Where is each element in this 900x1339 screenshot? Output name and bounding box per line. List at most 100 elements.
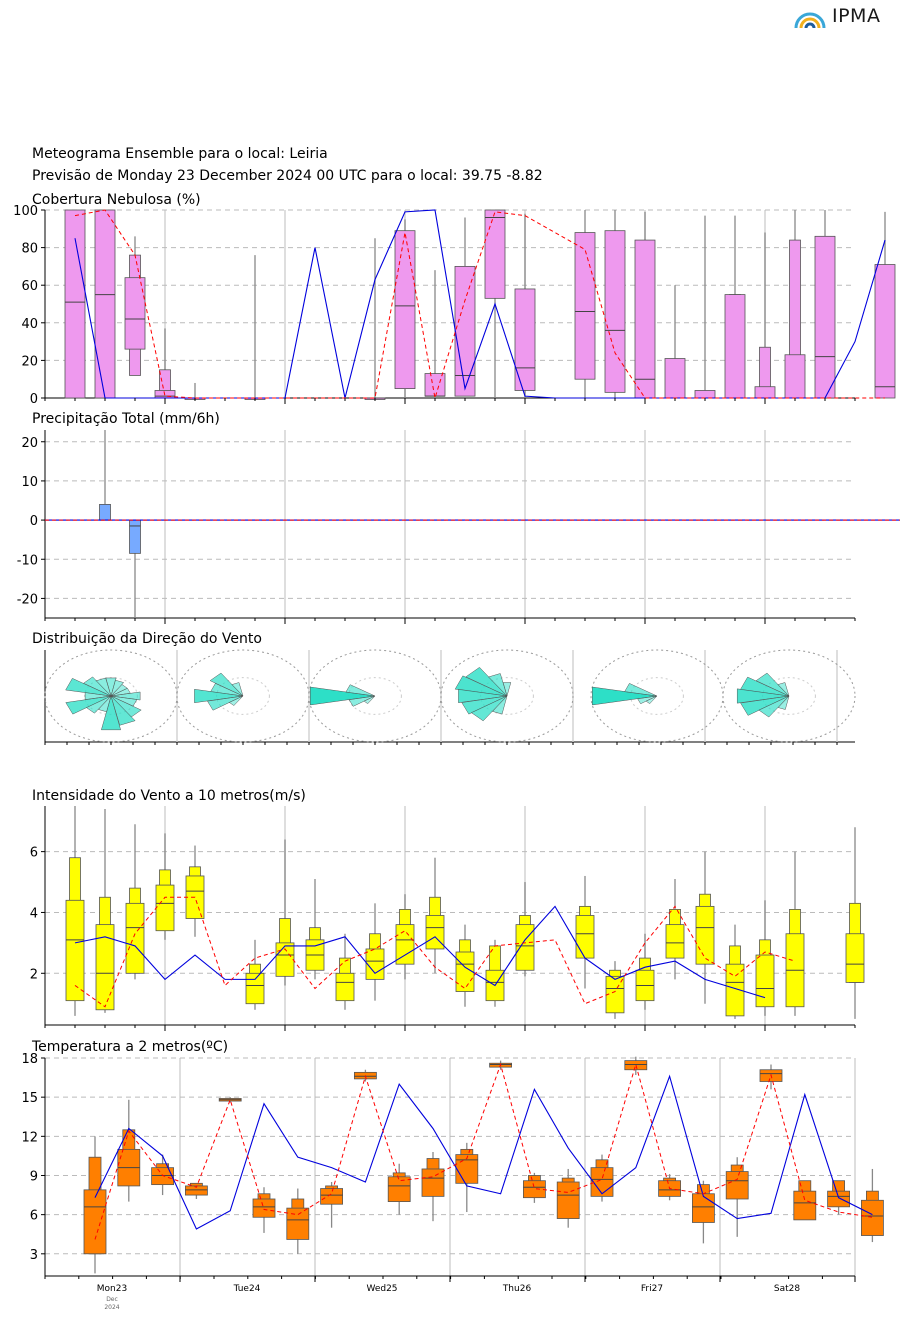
cloud-title: Cobertura Nebulosa (%) [32,192,201,208]
wind-speed-box [95,924,115,1011]
cloud-y-tick-label: 60 [21,279,38,294]
precip-y-tick-label: 10 [21,475,38,490]
wind-rose-petal [95,677,112,697]
wind-speed-box [335,972,355,1002]
wind-speed-box [125,902,145,974]
precip-y-tick-label: 0 [30,514,38,529]
precip-y-tick-label: -20 [17,592,38,607]
temperature-box [590,1167,614,1197]
temperature-box [286,1207,310,1240]
wind-speed-box [65,899,85,1002]
temperature-deterministic-line [94,1074,873,1230]
wind-rose-outer-ring [308,649,442,743]
cloud-y-tick-label: 20 [21,354,38,369]
cloud-y-tick-label: 100 [13,204,38,219]
temperature-box [725,1171,749,1200]
wind-rose-petal [228,695,244,706]
wind-rose-petal [777,695,790,710]
cloud-box [694,390,716,399]
wind-speed-box [245,972,265,1005]
wind-speed-box [695,905,715,965]
cloud-box [94,209,116,399]
wind-speed-box [725,963,745,1017]
wind-rose-petal [502,682,512,697]
temperature-box [523,1180,546,1199]
temperature-box [556,1181,580,1219]
wind-rose-petal [101,695,121,731]
cloud-box [634,239,656,399]
temperature-ensemble-mean-line [94,1062,873,1240]
temperature-box [387,1176,411,1202]
wind-speed-y-tick-label: 4 [30,906,38,921]
wind-rose-outer-ring [44,649,178,743]
cloud-box [874,264,896,399]
temperature-box [692,1193,715,1223]
cloud-box [784,354,806,399]
wind-rose-petal [363,695,376,704]
temperature-x-tick-label: Sat28 [774,1284,800,1294]
temperature-x-tick-label: Tue24 [233,1284,261,1294]
temperature-box [151,1167,175,1186]
precip-y-tick-label: -10 [17,553,38,568]
temperature-x-tick-label: Thu26 [502,1284,532,1294]
wind-rose-petal [231,682,244,697]
wind-rose-petal [777,682,790,697]
wind-speed-deterministic-line [74,905,766,999]
cloud-box [664,358,686,399]
meteogram-title: Meteograma Ensemble para o local: Leiria [32,146,328,162]
wind-rose-outer-ring [722,649,856,743]
cloud-box [754,386,776,399]
temperature-title: Temperatura a 2 metros(ºC) [31,1039,228,1055]
cloud-y-tick-label: 40 [21,317,38,332]
temperature-x-tick-label: Fri27 [641,1284,663,1294]
cloud-box [514,288,536,391]
wind-speed-y-tick-label: 6 [30,846,38,861]
wind-rose-outer-ring [590,649,724,743]
wind-speed-ensemble-mean-line [74,896,796,1008]
wind-rose-petal [207,695,244,711]
temperature-y-tick-label: 3 [30,1248,38,1263]
wind-rose-petal [624,683,658,697]
wind-speed-box [515,924,535,971]
wind-rose-outer-ring [176,649,310,743]
cloud-box [724,294,746,399]
wind-speed-y-tick-label: 2 [30,967,38,982]
temperature-y-tick-label: 9 [30,1169,38,1184]
temperature-box [320,1188,344,1205]
temperature-y-tick-label: 12 [21,1130,38,1145]
cloud-box [124,277,146,350]
temperature-x-tick-sublabel: Dec [106,1296,118,1303]
ipma-logo-text: IPMA [832,5,881,27]
temperature-box [83,1189,107,1255]
cloud-box [454,265,476,397]
wind-speed-box [275,942,295,977]
wind-speed-box [365,948,385,980]
cloud-y-tick-label: 80 [21,242,38,257]
temperature-x-tick-label: Mon23 [97,1284,127,1294]
temperature-box [252,1198,276,1218]
temperature-x-tick-sublabel: 2024 [104,1304,119,1311]
cloud-ensemble-mean-line [74,209,885,399]
cloud-box [394,230,416,389]
temperature-box [793,1190,817,1221]
wind-rose-petal [345,684,376,697]
temperature-y-tick-label: 6 [30,1209,38,1224]
wind-rose-outer-ring [440,649,574,743]
temperature-y-tick-label: 15 [21,1091,38,1106]
wind-speed-box [605,975,625,1014]
wind-speed-title: Intensidade do Vento a 10 metros(m/s) [32,788,306,804]
wind-speed-box [845,933,865,983]
wind-rose-petal [310,686,376,706]
wind-rose-petal [492,695,508,715]
temperature-box [421,1168,445,1197]
cloud-y-tick-label: 0 [30,392,38,407]
cloud-box [574,232,596,380]
wind-speed-box [455,951,475,992]
temperature-box [827,1190,850,1208]
wind-speed-box [755,954,775,1008]
wind-speed-box [665,924,685,959]
temperature-y-tick-label: 18 [21,1052,38,1067]
cloud-box [484,209,506,299]
wind-speed-box [575,915,595,959]
